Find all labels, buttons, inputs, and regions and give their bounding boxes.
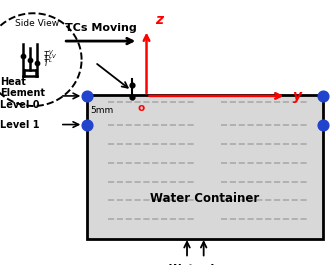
Point	[129, 95, 134, 99]
Point	[35, 61, 40, 65]
Text: $T^V$: $T^V$	[43, 48, 55, 61]
Point	[84, 94, 89, 98]
Point	[129, 83, 134, 87]
Point	[320, 122, 326, 127]
Text: z: z	[155, 13, 163, 27]
Text: Heat
Element
Level 0: Heat Element Level 0	[0, 77, 45, 110]
Text: Water Container: Water Container	[150, 192, 259, 205]
Text: TCs Moving: TCs Moving	[65, 23, 137, 33]
Text: y: y	[293, 89, 302, 103]
Text: $T^{LV}$: $T^{LV}$	[43, 53, 58, 65]
Text: Water in: Water in	[169, 264, 222, 265]
Text: Side View: Side View	[15, 19, 59, 28]
Point	[84, 122, 89, 127]
Text: o: o	[138, 103, 145, 113]
FancyBboxPatch shape	[87, 95, 323, 238]
Text: $T^L$: $T^L$	[43, 56, 53, 69]
Text: 5mm: 5mm	[90, 106, 113, 115]
Point	[320, 94, 326, 98]
Point	[20, 54, 25, 58]
Point	[27, 58, 33, 62]
Text: Level 1: Level 1	[0, 120, 40, 130]
